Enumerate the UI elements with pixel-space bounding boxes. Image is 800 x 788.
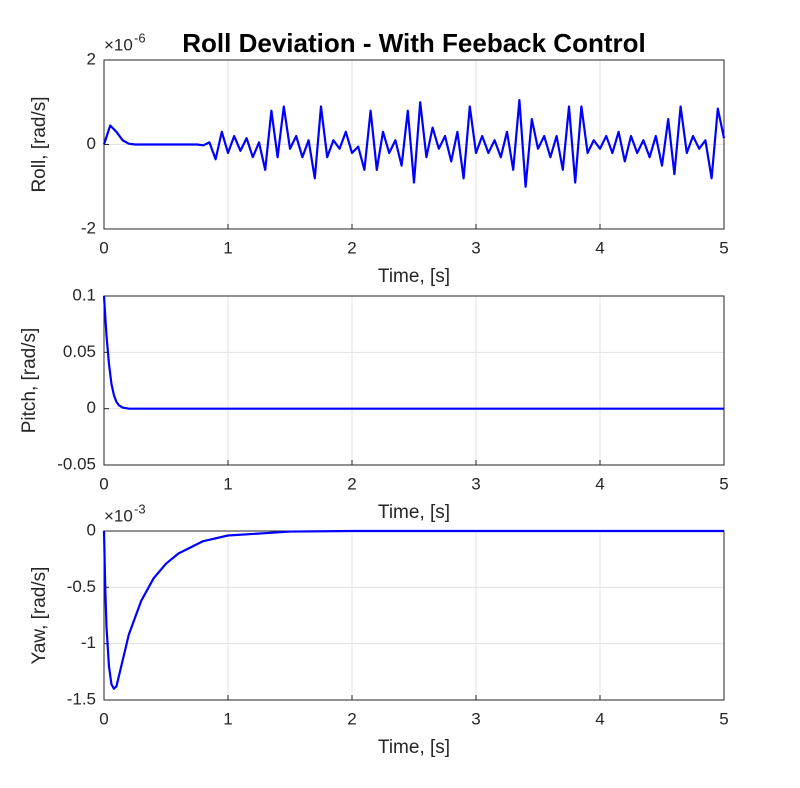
axes-box bbox=[103, 295, 725, 466]
x-axis-label: Time, [s] bbox=[378, 737, 450, 758]
x-tick-label: 2 bbox=[347, 474, 356, 493]
x-tick-label: 3 bbox=[471, 474, 480, 493]
chart-title: Roll Deviation - With Feeback Control bbox=[182, 28, 645, 58]
x-tick-label: 4 bbox=[595, 238, 604, 257]
y-tick-label: 0 bbox=[87, 134, 96, 153]
x-tick-label: 0 bbox=[99, 474, 108, 493]
x-tick-label: 1 bbox=[223, 709, 232, 728]
x-tick-label: 0 bbox=[99, 709, 108, 728]
x-tick-label: 3 bbox=[471, 709, 480, 728]
y-tick-label: -1.5 bbox=[67, 689, 96, 708]
x-axis-label: Time, [s] bbox=[378, 266, 450, 287]
x-tick-label: 5 bbox=[719, 709, 728, 728]
x-tick-label: 3 bbox=[471, 238, 480, 257]
y-tick-label: 0.05 bbox=[63, 342, 96, 361]
x-tick-label: 2 bbox=[347, 709, 356, 728]
x-tick-label: 0 bbox=[99, 238, 108, 257]
x-tick-label: 2 bbox=[347, 238, 356, 257]
y-tick-label: 0 bbox=[87, 520, 96, 539]
y-tick-label: 0.1 bbox=[72, 285, 96, 304]
x-tick-label: 5 bbox=[719, 474, 728, 493]
y-axis-label: Roll, [rad/s] bbox=[29, 96, 50, 192]
data-line bbox=[102, 99, 726, 188]
y-multiplier-exponent: -6 bbox=[134, 30, 146, 45]
y-multiplier-exponent: -3 bbox=[134, 501, 146, 516]
y-tick-label: 2 bbox=[87, 49, 96, 68]
x-tick-label: 5 bbox=[719, 238, 728, 257]
x-tick-label: 4 bbox=[595, 474, 604, 493]
y-tick-label: 0 bbox=[87, 398, 96, 417]
y-multiplier: ×10 bbox=[104, 35, 133, 54]
y-tick-label: -0.5 bbox=[67, 577, 96, 596]
data-line bbox=[102, 529, 724, 690]
y-tick-label: -2 bbox=[81, 218, 96, 237]
x-tick-label: 4 bbox=[595, 709, 604, 728]
y-tick-label: -0.05 bbox=[57, 454, 96, 473]
y-axis-label: Pitch, [rad/s] bbox=[19, 328, 40, 434]
y-tick-label: -1 bbox=[81, 633, 96, 652]
x-tick-label: 1 bbox=[223, 238, 232, 257]
x-tick-label: 1 bbox=[223, 474, 232, 493]
y-multiplier: ×10 bbox=[104, 506, 133, 525]
x-axis-label: Time, [s] bbox=[378, 502, 450, 523]
data-line bbox=[102, 295, 724, 410]
y-axis-label: Yaw, [rad/s] bbox=[29, 567, 50, 665]
